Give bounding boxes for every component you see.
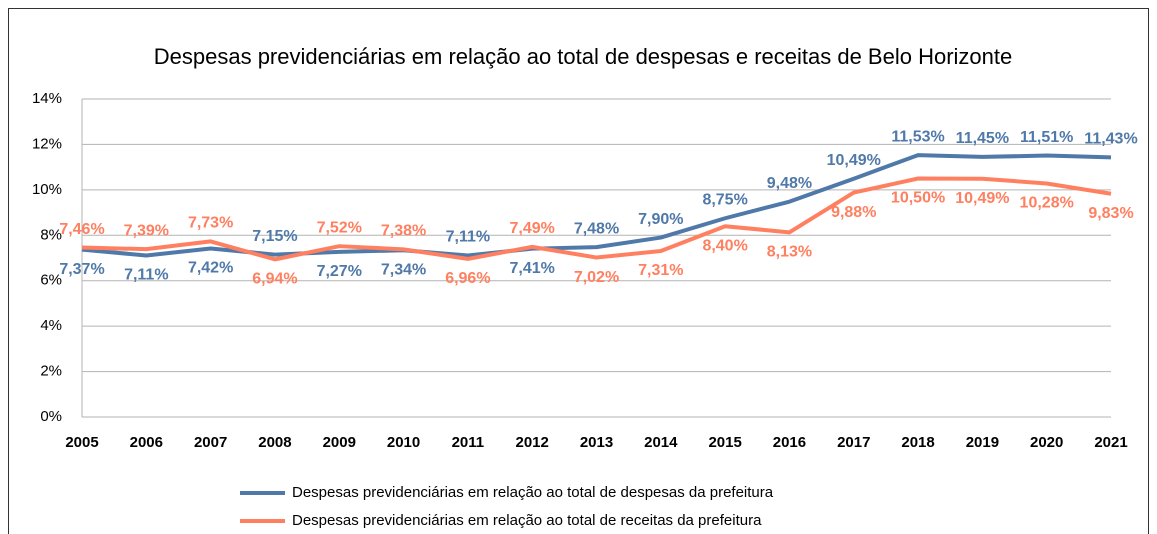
x-tick-label: 2013 xyxy=(580,434,613,451)
x-tick-label: 2018 xyxy=(901,434,934,451)
data-label: 8,40% xyxy=(702,237,747,254)
data-label: 7,11% xyxy=(446,229,490,246)
data-label: 9,83% xyxy=(1088,205,1133,222)
data-label: 11,45% xyxy=(956,130,1009,147)
data-label: 11,43% xyxy=(1084,131,1137,148)
x-tick-label: 2014 xyxy=(644,434,678,451)
data-label: 11,51% xyxy=(1020,129,1073,146)
data-label: 11,53% xyxy=(891,128,944,145)
data-label: 10,28% xyxy=(1020,195,1074,212)
data-label: 7,90% xyxy=(638,211,683,228)
data-label: 7,48% xyxy=(574,220,619,237)
data-label: 7,02% xyxy=(574,269,619,286)
x-tick-label: 2021 xyxy=(1094,434,1127,451)
data-label: 8,13% xyxy=(767,244,812,261)
y-tick-label: 14% xyxy=(32,90,62,107)
data-label: 9,88% xyxy=(831,204,876,221)
y-tick-label: 4% xyxy=(40,317,62,334)
data-label: 10,50% xyxy=(891,190,945,207)
data-label: 7,27% xyxy=(317,263,362,280)
x-tick-label: 2008 xyxy=(258,434,291,451)
data-label: 9,48% xyxy=(767,175,812,192)
data-label: 7,73% xyxy=(188,215,233,232)
legend-label: Despesas previdenciárias em relação ao t… xyxy=(292,512,762,529)
x-tick-label: 2006 xyxy=(130,434,163,451)
data-label: 7,38% xyxy=(381,223,426,240)
legend-label: Despesas previdenciárias em relação ao t… xyxy=(292,484,774,501)
y-tick-label: 6% xyxy=(40,272,62,289)
y-tick-label: 12% xyxy=(32,135,62,152)
chart-frame xyxy=(8,8,1149,534)
data-label: 7,31% xyxy=(638,262,683,279)
data-label: 7,52% xyxy=(317,219,362,236)
data-label: 6,94% xyxy=(252,271,297,288)
data-label: 7,42% xyxy=(188,260,233,277)
data-label: 7,46% xyxy=(59,221,104,238)
y-tick-label: 8% xyxy=(40,226,62,243)
y-tick-label: 0% xyxy=(40,408,62,425)
y-tick-label: 2% xyxy=(40,363,62,380)
series-line xyxy=(81,176,1112,262)
data-label: 7,34% xyxy=(381,261,426,278)
x-tick-label: 2016 xyxy=(773,434,806,451)
x-tick-label: 2020 xyxy=(1030,434,1063,451)
data-label: 10,49% xyxy=(827,152,881,169)
data-label: 7,15% xyxy=(252,228,297,245)
y-tick-label: 10% xyxy=(32,181,62,198)
x-tick-label: 2010 xyxy=(387,434,420,451)
data-label: 7,41% xyxy=(510,260,555,277)
x-tick-label: 2019 xyxy=(966,434,999,451)
x-tick-label: 2009 xyxy=(323,434,356,451)
data-label: 7,39% xyxy=(124,222,169,239)
x-tick-label: 2015 xyxy=(708,434,741,451)
data-label: 7,11% xyxy=(124,267,168,284)
data-label: 7,49% xyxy=(510,220,555,237)
data-label: 7,37% xyxy=(59,261,104,278)
x-tick-label: 2017 xyxy=(837,434,870,451)
chart-title: Despesas previdenciárias em relação ao t… xyxy=(154,44,1012,69)
x-tick-label: 2012 xyxy=(516,434,549,451)
data-label: 8,75% xyxy=(702,191,747,208)
x-tick-label: 2005 xyxy=(65,434,98,451)
data-label: 6,96% xyxy=(445,270,490,287)
data-label: 10,49% xyxy=(955,190,1009,207)
x-tick-label: 2007 xyxy=(194,434,227,451)
x-tick-label: 2011 xyxy=(452,434,485,451)
